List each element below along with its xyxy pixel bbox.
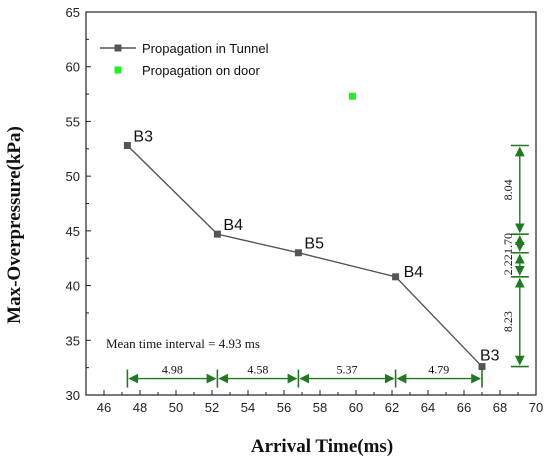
y-tick-label: 65 (66, 5, 80, 20)
x-tick-label: 54 (241, 400, 255, 415)
point-label: B4 (223, 217, 243, 234)
x-axis-title: Arrival Time(ms) (251, 436, 393, 457)
pressure-interval-label: 1.70 (501, 233, 515, 254)
legend-marker (114, 44, 122, 52)
data-point (392, 273, 400, 281)
data-point (123, 142, 131, 150)
point-label: B3 (133, 129, 153, 146)
legend: Propagation in Tunnel Propagation on door (100, 41, 269, 78)
data-point (213, 230, 221, 238)
pressure-interval-label: 8.23 (501, 311, 515, 332)
pressure-interval-label: 8.04 (501, 179, 515, 200)
ticks: 46 48 50 52 54 56 58 60 62 64 66 68 70 30 35 40 45 50 55 60… (66, 5, 544, 415)
y-tick-label: 45 (66, 224, 80, 239)
legend-entry: Propagation in Tunnel (142, 41, 269, 56)
y-tick-label: 55 (66, 114, 80, 129)
data-point (294, 249, 302, 257)
x-tick-label: 68 (493, 400, 507, 415)
point-label: B3 (480, 348, 500, 365)
x-tick-label: 46 (97, 400, 111, 415)
series-layer: B3 B4 B5 B4 B3 (123, 92, 500, 371)
interval-annotations: 4.98 4.58 5.37 4.79 8.04 1.702.22 8.23 (126, 144, 529, 388)
x-tick-label: 60 (349, 400, 363, 415)
time-interval-label: 4.58 (247, 363, 268, 377)
x-tick-label: 64 (421, 400, 435, 415)
point-label: B4 (404, 264, 424, 281)
series-line (126, 145, 483, 368)
x-tick-label: 48 (133, 400, 147, 415)
time-interval-label: 5.37 (337, 363, 358, 377)
y-tick-label: 35 (66, 333, 80, 348)
mean-interval-annotation: Mean time interval = 4.93 ms (106, 336, 260, 351)
x-tick-label: 66 (457, 400, 471, 415)
x-tick-label: 52 (205, 400, 219, 415)
point-label: B5 (304, 236, 324, 253)
y-tick-label: 40 (66, 279, 80, 294)
data-point (348, 92, 356, 100)
pressure-interval-label: 2.22 (501, 254, 515, 275)
x-tick-label: 58 (313, 400, 327, 415)
time-interval-label: 4.98 (162, 363, 183, 377)
y-tick-label: 30 (66, 388, 80, 403)
data-point (478, 363, 486, 371)
time-interval-label: 4.79 (428, 363, 449, 377)
y-axis-title: Max-Overpressure(kPa) (4, 126, 25, 324)
y-tick-label: 60 (66, 60, 80, 75)
legend-entry: Propagation on door (142, 63, 260, 78)
x-tick-label: 70 (529, 400, 543, 415)
legend-marker (114, 66, 122, 74)
y-tick-label: 50 (66, 169, 80, 184)
x-tick-label: 62 (385, 400, 399, 415)
x-tick-label: 50 (169, 400, 183, 415)
x-tick-label: 56 (277, 400, 291, 415)
